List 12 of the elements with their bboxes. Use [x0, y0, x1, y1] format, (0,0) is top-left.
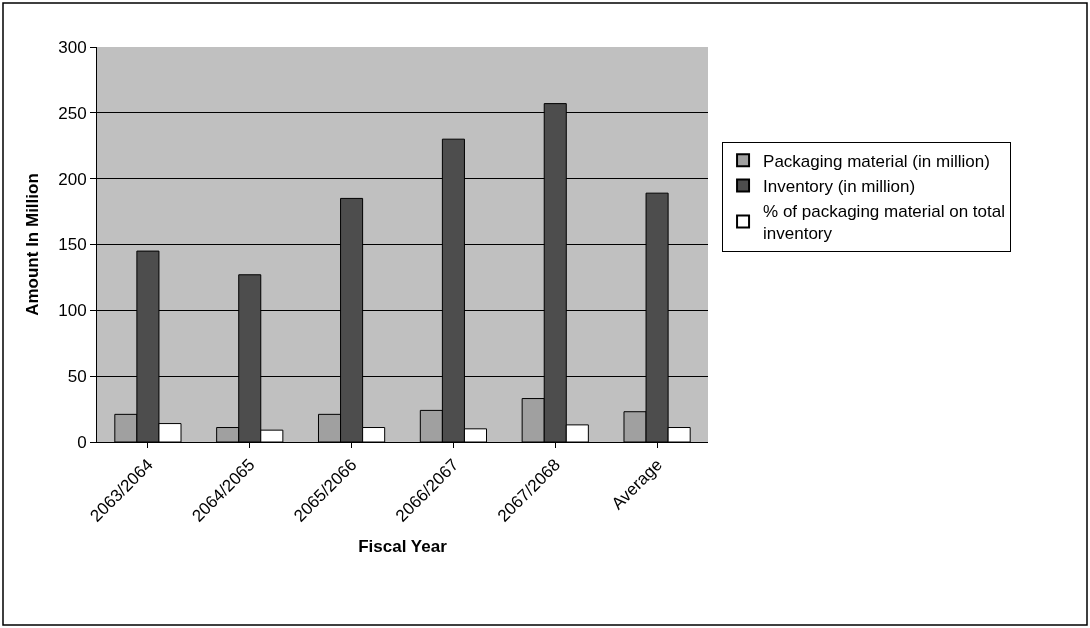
legend-label: % of packaging material on total inventory: [763, 202, 1005, 244]
y-tick-label: 50: [67, 367, 87, 387]
y-tick-label: 300: [58, 37, 87, 57]
y-tick-label: 0: [77, 432, 87, 452]
y-axis-title: Amount In Million: [22, 173, 42, 316]
x-axis-title: Fiscal Year: [358, 536, 448, 556]
legend-label: Inventory (in million): [763, 177, 916, 197]
legend-label: Packaging material (in million): [763, 151, 990, 171]
y-tick-label: 150: [58, 235, 87, 255]
y-tick-label: 200: [58, 169, 87, 189]
y-tick-label: 250: [58, 103, 87, 123]
y-tick-label: 100: [58, 301, 87, 321]
